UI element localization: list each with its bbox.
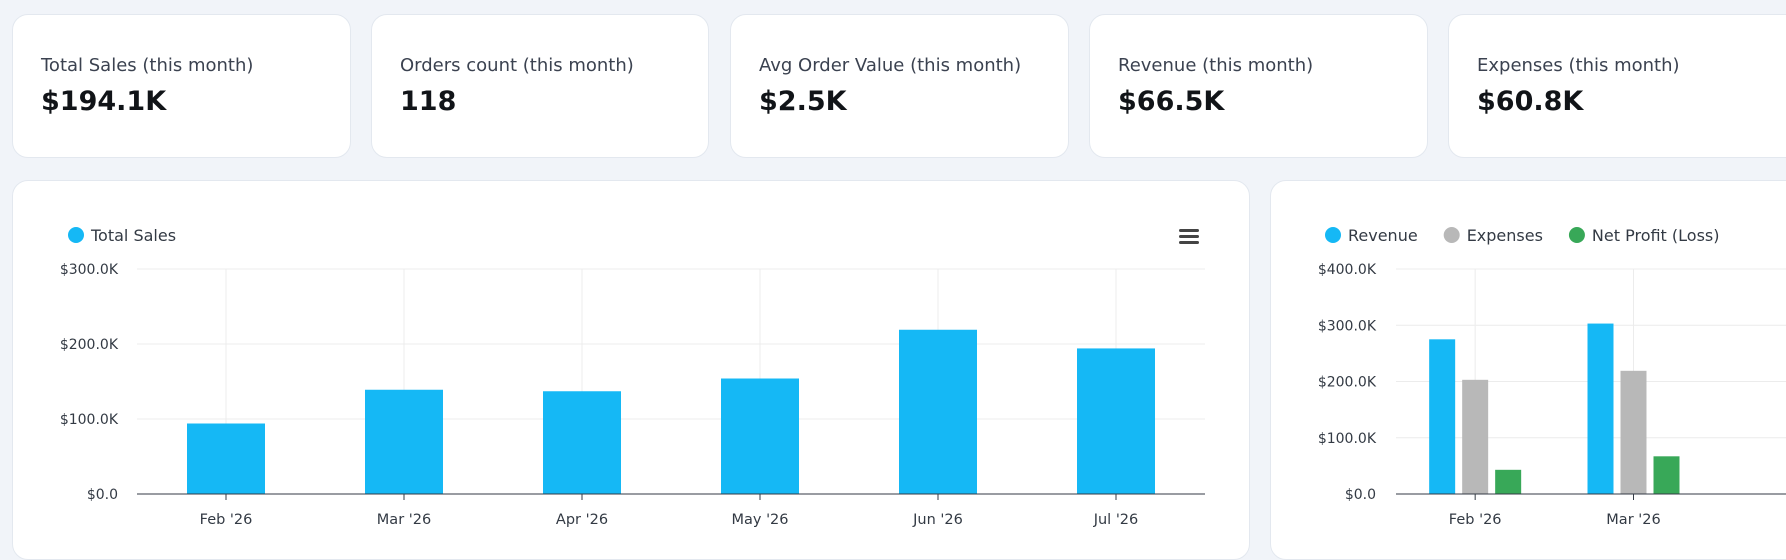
y-tick-label: $200.0K <box>60 337 119 353</box>
x-tick-label: Feb '26 <box>200 512 253 528</box>
revenue-expenses-chart: $0.0 $100.0K $200.0K $300.0K $400.0K Feb '26 M… <box>1318 226 1786 528</box>
bar-expenses-feb-26 <box>1462 379 1489 494</box>
kpi-value: 118 <box>400 86 457 117</box>
y-tick-label: $100.0K <box>1318 431 1377 447</box>
kpi-card-expenses: Expenses (this month) $60.8K <box>1448 14 1786 158</box>
kpi-value: $66.5K <box>1118 86 1225 117</box>
bar-total-sales-may-26 <box>721 378 799 494</box>
revenue-expenses-chart-card: $0.0 $100.0K $200.0K $300.0K $400.0K Feb '26 M… <box>1270 180 1786 560</box>
kpi-value: $60.8K <box>1477 86 1584 117</box>
kpi-card-total-sales: Total Sales (this month) $194.1K <box>12 14 351 158</box>
legend-label-expenses: Expenses <box>1467 226 1543 245</box>
bar-revenue-feb-26 <box>1429 339 1456 494</box>
y-tick-label: $400.0K <box>1318 262 1377 278</box>
bar-net-profit-loss-mar-26 <box>1653 456 1680 494</box>
x-tick-label: Mar '26 <box>1606 512 1660 528</box>
bar-total-sales-jul-26 <box>1077 348 1155 494</box>
bar-total-sales-feb-26 <box>187 423 265 494</box>
total-sales-chart-card: $0.0 $100.0K $200.0K $300.0K Feb '26 Mar '26 A… <box>12 180 1250 560</box>
y-tick-label: $300.0K <box>60 262 119 278</box>
kpi-card-revenue: Revenue (this month) $66.5K <box>1089 14 1428 158</box>
legend-label-revenue: Revenue <box>1348 226 1418 245</box>
kpi-label: Revenue (this month) <box>1118 55 1314 76</box>
legend-marker-revenue <box>1325 227 1341 243</box>
x-tick-label: Jun '26 <box>912 512 963 528</box>
y-tick-label: $100.0K <box>60 412 119 428</box>
total-sales-chart: $0.0 $100.0K $200.0K $300.0K Feb '26 Mar '26 A… <box>60 226 1205 528</box>
y-tick-label: $200.0K <box>1318 375 1377 391</box>
x-tick-label: May '26 <box>731 512 788 528</box>
kpi-value: $2.5K <box>759 86 847 117</box>
y-tick-label: $0.0 <box>87 487 118 503</box>
bar-total-sales-apr-26 <box>543 391 621 494</box>
legend-marker-net-profit-loss <box>1568 227 1585 243</box>
x-tick-label: Mar '26 <box>377 512 431 528</box>
x-tick-label: Feb '26 <box>1449 512 1502 528</box>
bar-total-sales-jun-26 <box>899 329 977 494</box>
y-tick-label: $300.0K <box>1318 318 1377 334</box>
x-tick-label: Jul '26 <box>1093 512 1139 528</box>
kpi-label: Orders count (this month) <box>400 55 634 76</box>
legend-label-total-sales: Total Sales <box>90 226 176 245</box>
bar-total-sales-mar-26 <box>365 389 443 494</box>
kpi-label: Total Sales (this month) <box>41 55 254 76</box>
bar-expenses-mar-26 <box>1620 370 1647 494</box>
legend-label-net-profit-loss: Net Profit (Loss) <box>1592 226 1720 245</box>
kpi-card-orders-count: Orders count (this month) 118 <box>371 14 709 158</box>
bar-revenue-mar-26 <box>1587 323 1614 494</box>
legend-marker-total-sales <box>68 227 84 243</box>
bar-net-profit-loss-feb-26 <box>1495 469 1522 494</box>
kpi-label: Expenses (this month) <box>1477 55 1680 76</box>
x-tick-label: Apr '26 <box>556 512 608 528</box>
chart-menu-icon[interactable] <box>1177 226 1199 246</box>
y-tick-label: $0.0 <box>1345 487 1376 503</box>
kpi-value: $194.1K <box>41 86 167 117</box>
kpi-label: Avg Order Value (this month) <box>759 55 1022 76</box>
kpi-card-avg-order-value: Avg Order Value (this month) $2.5K <box>730 14 1069 158</box>
legend-marker-expenses <box>1443 227 1460 243</box>
